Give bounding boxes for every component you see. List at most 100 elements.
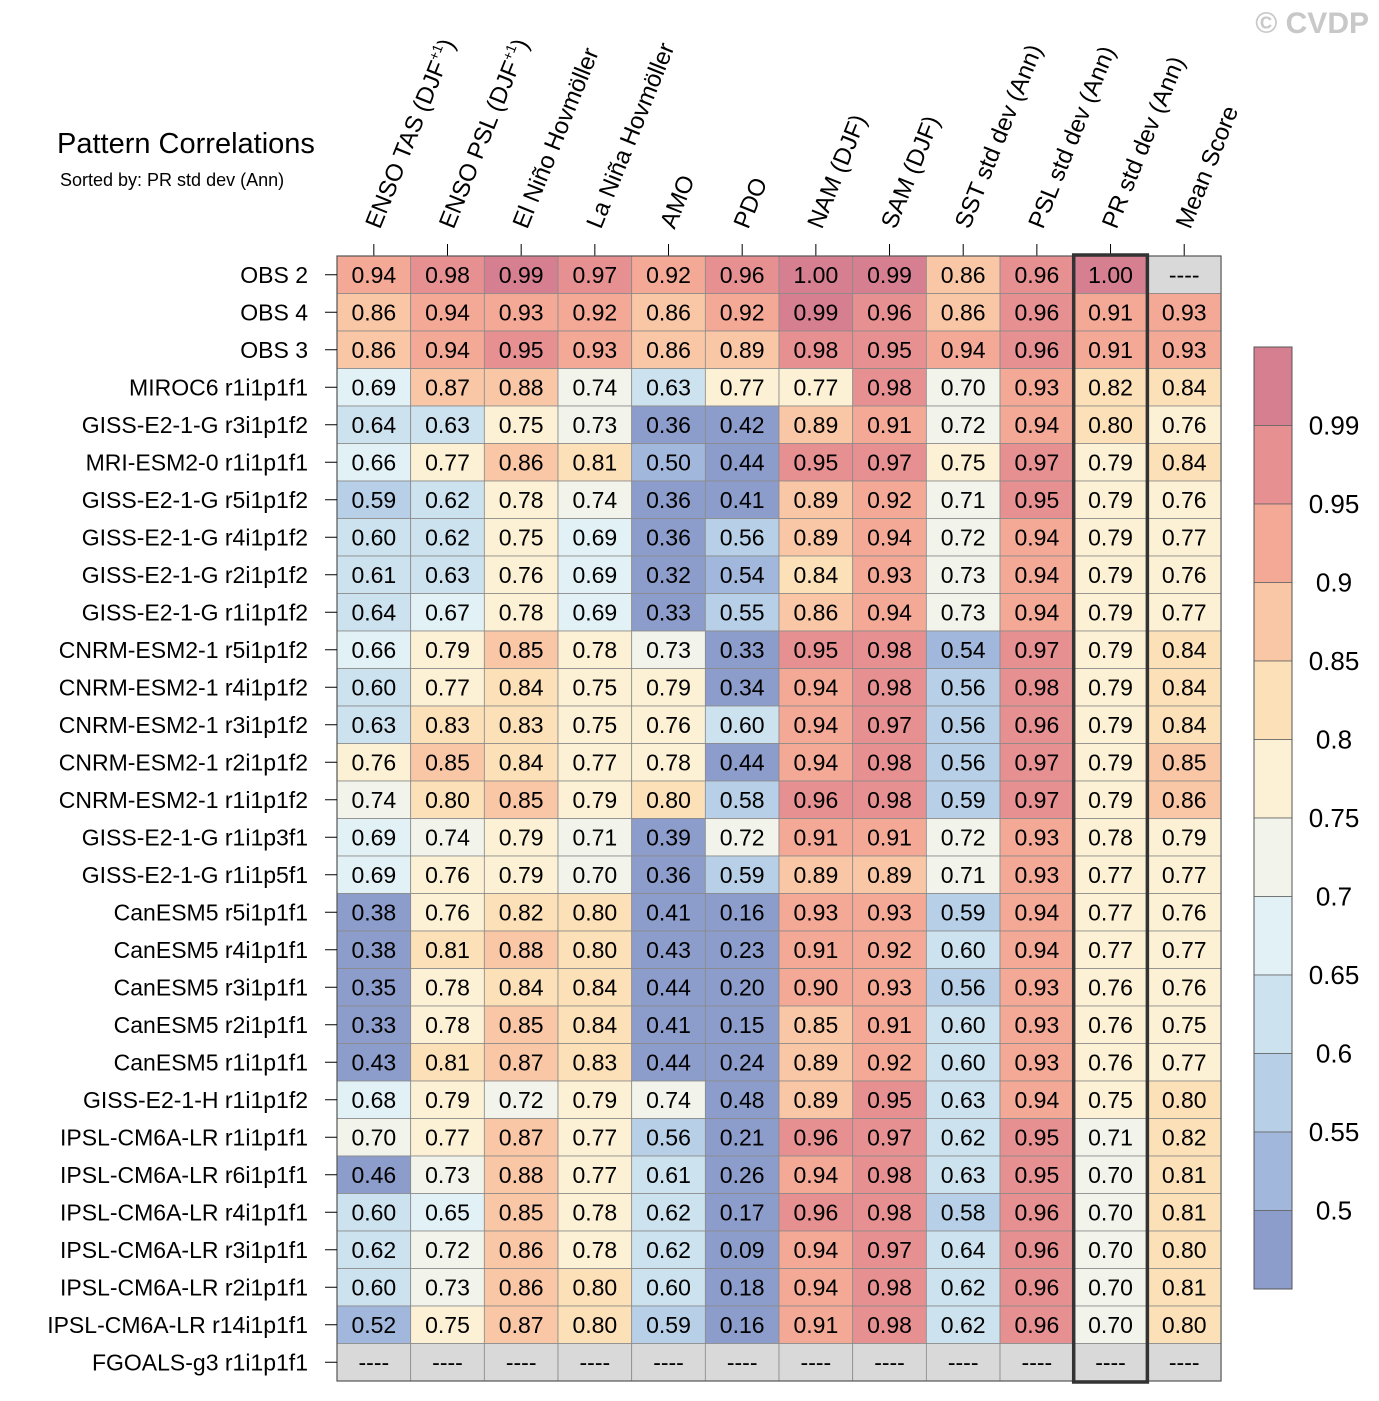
heatmap-cell — [631, 893, 706, 932]
cell-value: 0.59 — [941, 787, 986, 813]
cell-value: 0.89 — [720, 337, 765, 363]
cell-value: 0.76 — [1162, 899, 1207, 925]
heatmap-cell — [631, 255, 706, 294]
cell-value: 0.88 — [499, 1162, 544, 1188]
heatmap-cell — [778, 705, 854, 744]
heatmap-cell — [1073, 1043, 1148, 1082]
heatmap-cell — [631, 1193, 706, 1232]
heatmap-cell — [483, 705, 559, 744]
heatmap-cell — [1073, 555, 1148, 594]
heatmap-cell — [925, 630, 1001, 669]
heatmap-cell — [410, 555, 485, 594]
heatmap-cell — [778, 443, 854, 482]
cell-value: 0.79 — [1088, 487, 1133, 513]
cell-value: 0.56 — [941, 974, 986, 1000]
cell-value: 0.87 — [499, 1312, 544, 1338]
heatmap-cell — [999, 555, 1075, 594]
cell-value: ---- — [801, 1349, 832, 1375]
cell-value: 0.61 — [646, 1162, 691, 1188]
heatmap-cell — [778, 1043, 854, 1082]
colorbar-swatch — [1253, 1053, 1293, 1133]
heatmap-cell — [410, 1118, 485, 1157]
cell-value: 0.60 — [720, 712, 765, 738]
cell-value: 0.44 — [720, 449, 765, 475]
heatmap-cell — [704, 593, 780, 632]
heatmap-cell — [925, 1305, 1001, 1344]
heatmap-cell — [336, 743, 412, 782]
cell-value: 0.96 — [793, 1124, 838, 1150]
cell-value: 0.93 — [499, 299, 544, 325]
cell-value: 0.84 — [1162, 449, 1207, 475]
colorbar-label: 0.65 — [1309, 960, 1360, 990]
heatmap-cell — [336, 1230, 412, 1269]
heatmap-cell — [852, 255, 927, 294]
cell-value: 0.76 — [1162, 562, 1207, 588]
cell-value: 0.91 — [793, 824, 838, 850]
cell-value: 0.86 — [1162, 787, 1207, 813]
copyright-label: © CVDP — [1255, 7, 1369, 40]
cell-value: 0.63 — [646, 374, 691, 400]
row-label: IPSL-CM6A-LR r1i1p1f1 — [60, 1124, 308, 1150]
cell-value: 0.62 — [941, 1274, 986, 1300]
heatmap-cell — [999, 630, 1075, 669]
heatmap-grid: 0.94 0.98 0.99 0.97 0.92 0.96 1.00 0.99 0.86 0.96… — [336, 253, 1222, 1384]
cell-value: 0.86 — [499, 449, 544, 475]
cell-value: 0.97 — [867, 449, 912, 475]
heatmap-cell — [410, 780, 485, 819]
cell-value: 0.71 — [941, 487, 986, 513]
heatmap-cell — [410, 1305, 485, 1344]
cell-value: 0.78 — [425, 1012, 470, 1038]
column-label: Mean Score — [1171, 102, 1245, 232]
cell-value: 0.93 — [1014, 974, 1059, 1000]
heatmap-cell — [336, 1155, 412, 1194]
cell-value: 0.69 — [572, 599, 617, 625]
heatmap-cell — [483, 443, 559, 482]
cell-value: 0.93 — [1162, 337, 1207, 363]
cell-value: 0.78 — [425, 974, 470, 1000]
heatmap-cell — [483, 1193, 559, 1232]
cell-value: 0.60 — [351, 524, 396, 550]
cell-value: 0.46 — [351, 1162, 396, 1188]
cell-value: 0.87 — [499, 1124, 544, 1150]
heatmap-cell — [1146, 443, 1222, 482]
cell-value: 0.84 — [572, 1012, 617, 1038]
colorbar-label: 0.75 — [1309, 803, 1360, 833]
heatmap-cell — [925, 893, 1001, 932]
heatmap-cell — [925, 1268, 1001, 1307]
cell-value: 0.97 — [572, 262, 617, 288]
heatmap-cell — [410, 893, 485, 932]
cell-value: 0.56 — [941, 712, 986, 738]
cell-value: 0.75 — [1162, 1012, 1207, 1038]
cell-value: 0.78 — [499, 487, 544, 513]
colorbar-label: 0.5 — [1316, 1196, 1352, 1226]
cell-value: 0.87 — [499, 1049, 544, 1075]
cell-value: 0.39 — [646, 824, 691, 850]
heatmap-cell — [1146, 855, 1222, 894]
cell-value: 0.77 — [1162, 862, 1207, 888]
colorbar-swatch — [1253, 817, 1293, 897]
cell-value: 0.74 — [646, 1087, 691, 1113]
cell-value: 0.98 — [867, 1162, 912, 1188]
cell-value: 0.80 — [572, 937, 617, 963]
cell-value: 0.79 — [1088, 712, 1133, 738]
cell-value: 0.81 — [1162, 1199, 1207, 1225]
cell-value: 0.62 — [941, 1312, 986, 1338]
cell-value: 0.80 — [572, 1312, 617, 1338]
cell-value: 0.50 — [646, 449, 691, 475]
heatmap-cell — [852, 480, 927, 519]
row-label: CanESM5 r3i1p1f1 — [114, 974, 308, 1000]
cell-value: 0.77 — [1162, 1049, 1207, 1075]
cell-value: 0.35 — [351, 974, 396, 1000]
cell-value: 0.89 — [793, 862, 838, 888]
cell-value: 0.80 — [425, 787, 470, 813]
cell-value: 0.96 — [1014, 1199, 1059, 1225]
cell-value: 0.92 — [572, 299, 617, 325]
cell-value: 1.00 — [793, 262, 838, 288]
cell-value: 0.44 — [720, 749, 765, 775]
colorbar-swatch — [1253, 503, 1293, 583]
heatmap-cell — [704, 368, 780, 407]
cell-value: 0.80 — [1162, 1312, 1207, 1338]
cell-value: 0.72 — [941, 524, 986, 550]
cell-value: 0.79 — [1088, 674, 1133, 700]
heatmap-cell — [999, 1343, 1075, 1382]
